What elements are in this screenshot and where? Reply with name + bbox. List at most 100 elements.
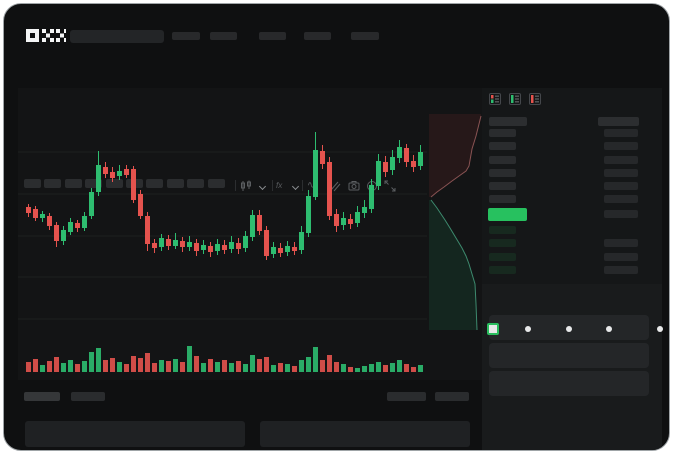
- candle-body: [194, 243, 199, 251]
- interval-button-placeholder[interactable]: [146, 179, 164, 188]
- ask-price-placeholder[interactable]: [489, 182, 516, 190]
- bid-price-placeholder[interactable]: [489, 226, 516, 234]
- volume-bar: [271, 365, 276, 372]
- volume-bar: [173, 359, 178, 372]
- candle-body: [61, 230, 66, 241]
- interval-button-placeholder[interactable]: [207, 179, 225, 188]
- ask-price-placeholder[interactable]: [489, 195, 516, 203]
- interval-button-placeholder[interactable]: [187, 179, 205, 188]
- slider-dot[interactable]: [566, 326, 572, 332]
- volume-bar: [131, 356, 136, 372]
- draw-icon[interactable]: [329, 180, 341, 192]
- candle-body: [145, 216, 150, 244]
- candle-body: [103, 167, 108, 174]
- candle-body: [355, 212, 360, 223]
- ask-price-placeholder[interactable]: [489, 156, 516, 164]
- bid-price-placeholder[interactable]: [489, 266, 516, 274]
- orders-filter-placeholder[interactable]: [260, 421, 470, 447]
- volume-bar: [145, 353, 150, 372]
- candle-body: [376, 161, 381, 186]
- candle-body: [75, 223, 80, 228]
- slider-dot[interactable]: [525, 326, 531, 332]
- orders-action-placeholder[interactable]: [387, 392, 426, 401]
- nav-item-placeholder[interactable]: [351, 32, 379, 40]
- orderbook-sells-icon[interactable]: [529, 93, 541, 105]
- expand-icon[interactable]: [384, 180, 396, 192]
- volume-bar: [215, 362, 220, 372]
- bid-price-placeholder[interactable]: [489, 253, 516, 261]
- nav-item-placeholder[interactable]: [210, 32, 237, 40]
- okx-logo[interactable]: [26, 29, 66, 44]
- orders-action-placeholder[interactable]: [435, 392, 469, 401]
- order-form-field[interactable]: [489, 343, 649, 368]
- ask-price-placeholder[interactable]: [489, 129, 516, 137]
- chart-toolbar: fx ∿: [4, 90, 482, 192]
- volume-bar: [306, 357, 311, 372]
- candle-body: [257, 215, 262, 231]
- amount-placeholder: [604, 156, 638, 164]
- header-search-placeholder[interactable]: [70, 30, 164, 43]
- candle-body: [54, 225, 59, 241]
- candle-body: [271, 247, 276, 254]
- indicator-fx-icon[interactable]: fx: [276, 181, 283, 190]
- amount-placeholder: [604, 210, 638, 218]
- orders-filter-placeholder[interactable]: [25, 421, 245, 447]
- orders-tab-active[interactable]: [24, 392, 60, 401]
- orders-tab[interactable]: [71, 392, 105, 401]
- candle-body: [47, 216, 52, 226]
- interval-button-placeholder[interactable]: [85, 179, 103, 188]
- ask-price-placeholder[interactable]: [489, 142, 516, 150]
- orderbook-split-icon[interactable]: [489, 93, 501, 105]
- volume-bar: [47, 361, 52, 372]
- order-form-field[interactable]: [489, 371, 649, 396]
- orderbook-buys-icon[interactable]: [509, 93, 521, 105]
- slider-dot[interactable]: [606, 326, 612, 332]
- orders-section: [4, 384, 482, 450]
- interval-button-placeholder[interactable]: [166, 179, 184, 188]
- candle-body: [313, 150, 318, 197]
- interval-button-placeholder[interactable]: [105, 179, 123, 188]
- price-chart[interactable]: [4, 112, 484, 380]
- volume-bar: [229, 363, 234, 372]
- volume-bar: [320, 360, 325, 372]
- candle-body: [334, 214, 339, 226]
- candle-body: [390, 157, 395, 170]
- volume-bar: [159, 360, 164, 372]
- nav-item-placeholder[interactable]: [259, 32, 286, 40]
- volume-bar: [166, 361, 171, 372]
- slider-handle[interactable]: [487, 323, 499, 335]
- candle-body: [411, 161, 416, 167]
- depth-bids-line: [430, 199, 478, 331]
- volume-bar: [327, 355, 332, 372]
- candle-body: [201, 245, 206, 250]
- last-price-badge[interactable]: [488, 208, 527, 221]
- bid-price-placeholder[interactable]: [489, 239, 516, 247]
- volume-bar: [68, 360, 73, 372]
- candle-body: [159, 238, 164, 247]
- line-style-icon[interactable]: ∿: [307, 180, 316, 191]
- slider-dot[interactable]: [657, 326, 663, 332]
- volume-bar: [257, 359, 262, 372]
- nav-item-placeholder[interactable]: [304, 32, 331, 40]
- candle-body: [243, 236, 248, 248]
- candle-body: [82, 216, 87, 228]
- volume-bar: [208, 359, 213, 372]
- ask-price-placeholder[interactable]: [489, 169, 516, 177]
- candle-body: [173, 240, 178, 246]
- nav-item-placeholder[interactable]: [172, 32, 200, 40]
- amount-placeholder: [604, 253, 638, 261]
- interval-button-placeholder[interactable]: [24, 179, 41, 188]
- candle-body: [124, 169, 129, 175]
- volume-bar: [180, 362, 185, 372]
- camera-icon[interactable]: [348, 180, 360, 192]
- interval-button-placeholder[interactable]: [44, 179, 62, 188]
- candle-body: [250, 215, 255, 237]
- amount-placeholder: [604, 182, 638, 190]
- volume-bar: [194, 356, 199, 372]
- volume-bar: [187, 346, 192, 372]
- candle-body: [362, 207, 367, 213]
- interval-button-placeholder[interactable]: [64, 179, 82, 188]
- candle-style-icon[interactable]: [240, 180, 252, 192]
- volume-bar: [376, 362, 381, 372]
- amount-placeholder: [604, 142, 638, 150]
